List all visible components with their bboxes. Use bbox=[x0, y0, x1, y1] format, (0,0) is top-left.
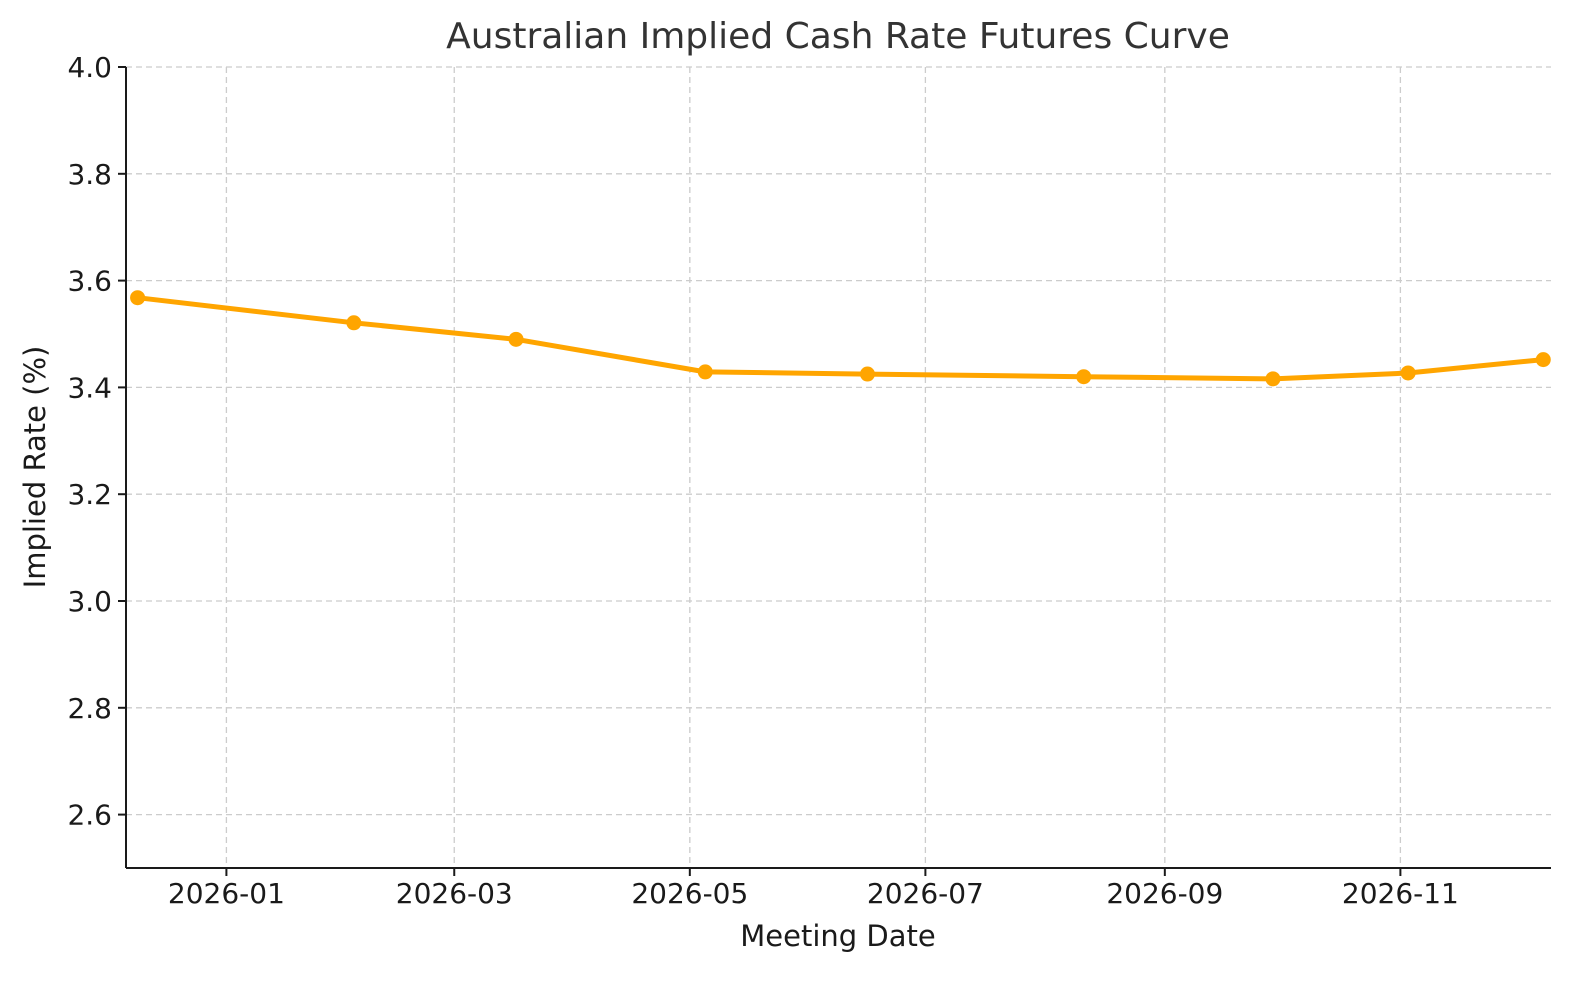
x-tick-label: 2026-05 bbox=[631, 877, 748, 910]
data-point[interactable] bbox=[697, 364, 713, 380]
series-line bbox=[135, 295, 1546, 382]
y-tick-label: 3.6 bbox=[67, 265, 112, 298]
y-tick-label: 3.4 bbox=[67, 371, 112, 404]
data-point[interactable] bbox=[1535, 352, 1551, 368]
x-axis-label: Meeting Date bbox=[740, 919, 935, 953]
y-tick-label: 2.6 bbox=[67, 799, 112, 832]
y-tick-label: 3.8 bbox=[67, 158, 112, 191]
y-tick-label: 2.8 bbox=[67, 692, 112, 725]
tick-labels: 2.6 2.8 3.0 3.2 3.4 3.6 3.8 4.0 2026-01 2026-03 20… bbox=[67, 51, 1458, 910]
data-point[interactable] bbox=[1400, 365, 1416, 381]
x-tick-label: 2026-11 bbox=[1342, 877, 1459, 910]
grid bbox=[126, 66, 1551, 868]
data-point[interactable] bbox=[859, 366, 875, 382]
series bbox=[130, 290, 1551, 387]
x-tick-label: 2026-09 bbox=[1106, 877, 1223, 910]
data-point[interactable] bbox=[1076, 369, 1092, 385]
data-point[interactable] bbox=[508, 331, 524, 347]
data-point[interactable] bbox=[346, 315, 362, 331]
chart-title: Australian Implied Cash Rate Futures Cur… bbox=[446, 16, 1230, 57]
x-tick-label: 2026-07 bbox=[867, 877, 984, 910]
y-axis-label: Implied Rate (%) bbox=[18, 346, 52, 589]
data-point[interactable] bbox=[130, 290, 146, 306]
y-tick-label: 3.0 bbox=[67, 585, 112, 618]
x-tick-label: 2026-01 bbox=[168, 877, 285, 910]
y-tick-label: 4.0 bbox=[67, 51, 112, 84]
axes bbox=[125, 67, 1551, 869]
x-tick-label: 2026-03 bbox=[396, 877, 513, 910]
data-point[interactable] bbox=[1265, 371, 1281, 387]
y-tick-label: 3.2 bbox=[67, 478, 112, 511]
